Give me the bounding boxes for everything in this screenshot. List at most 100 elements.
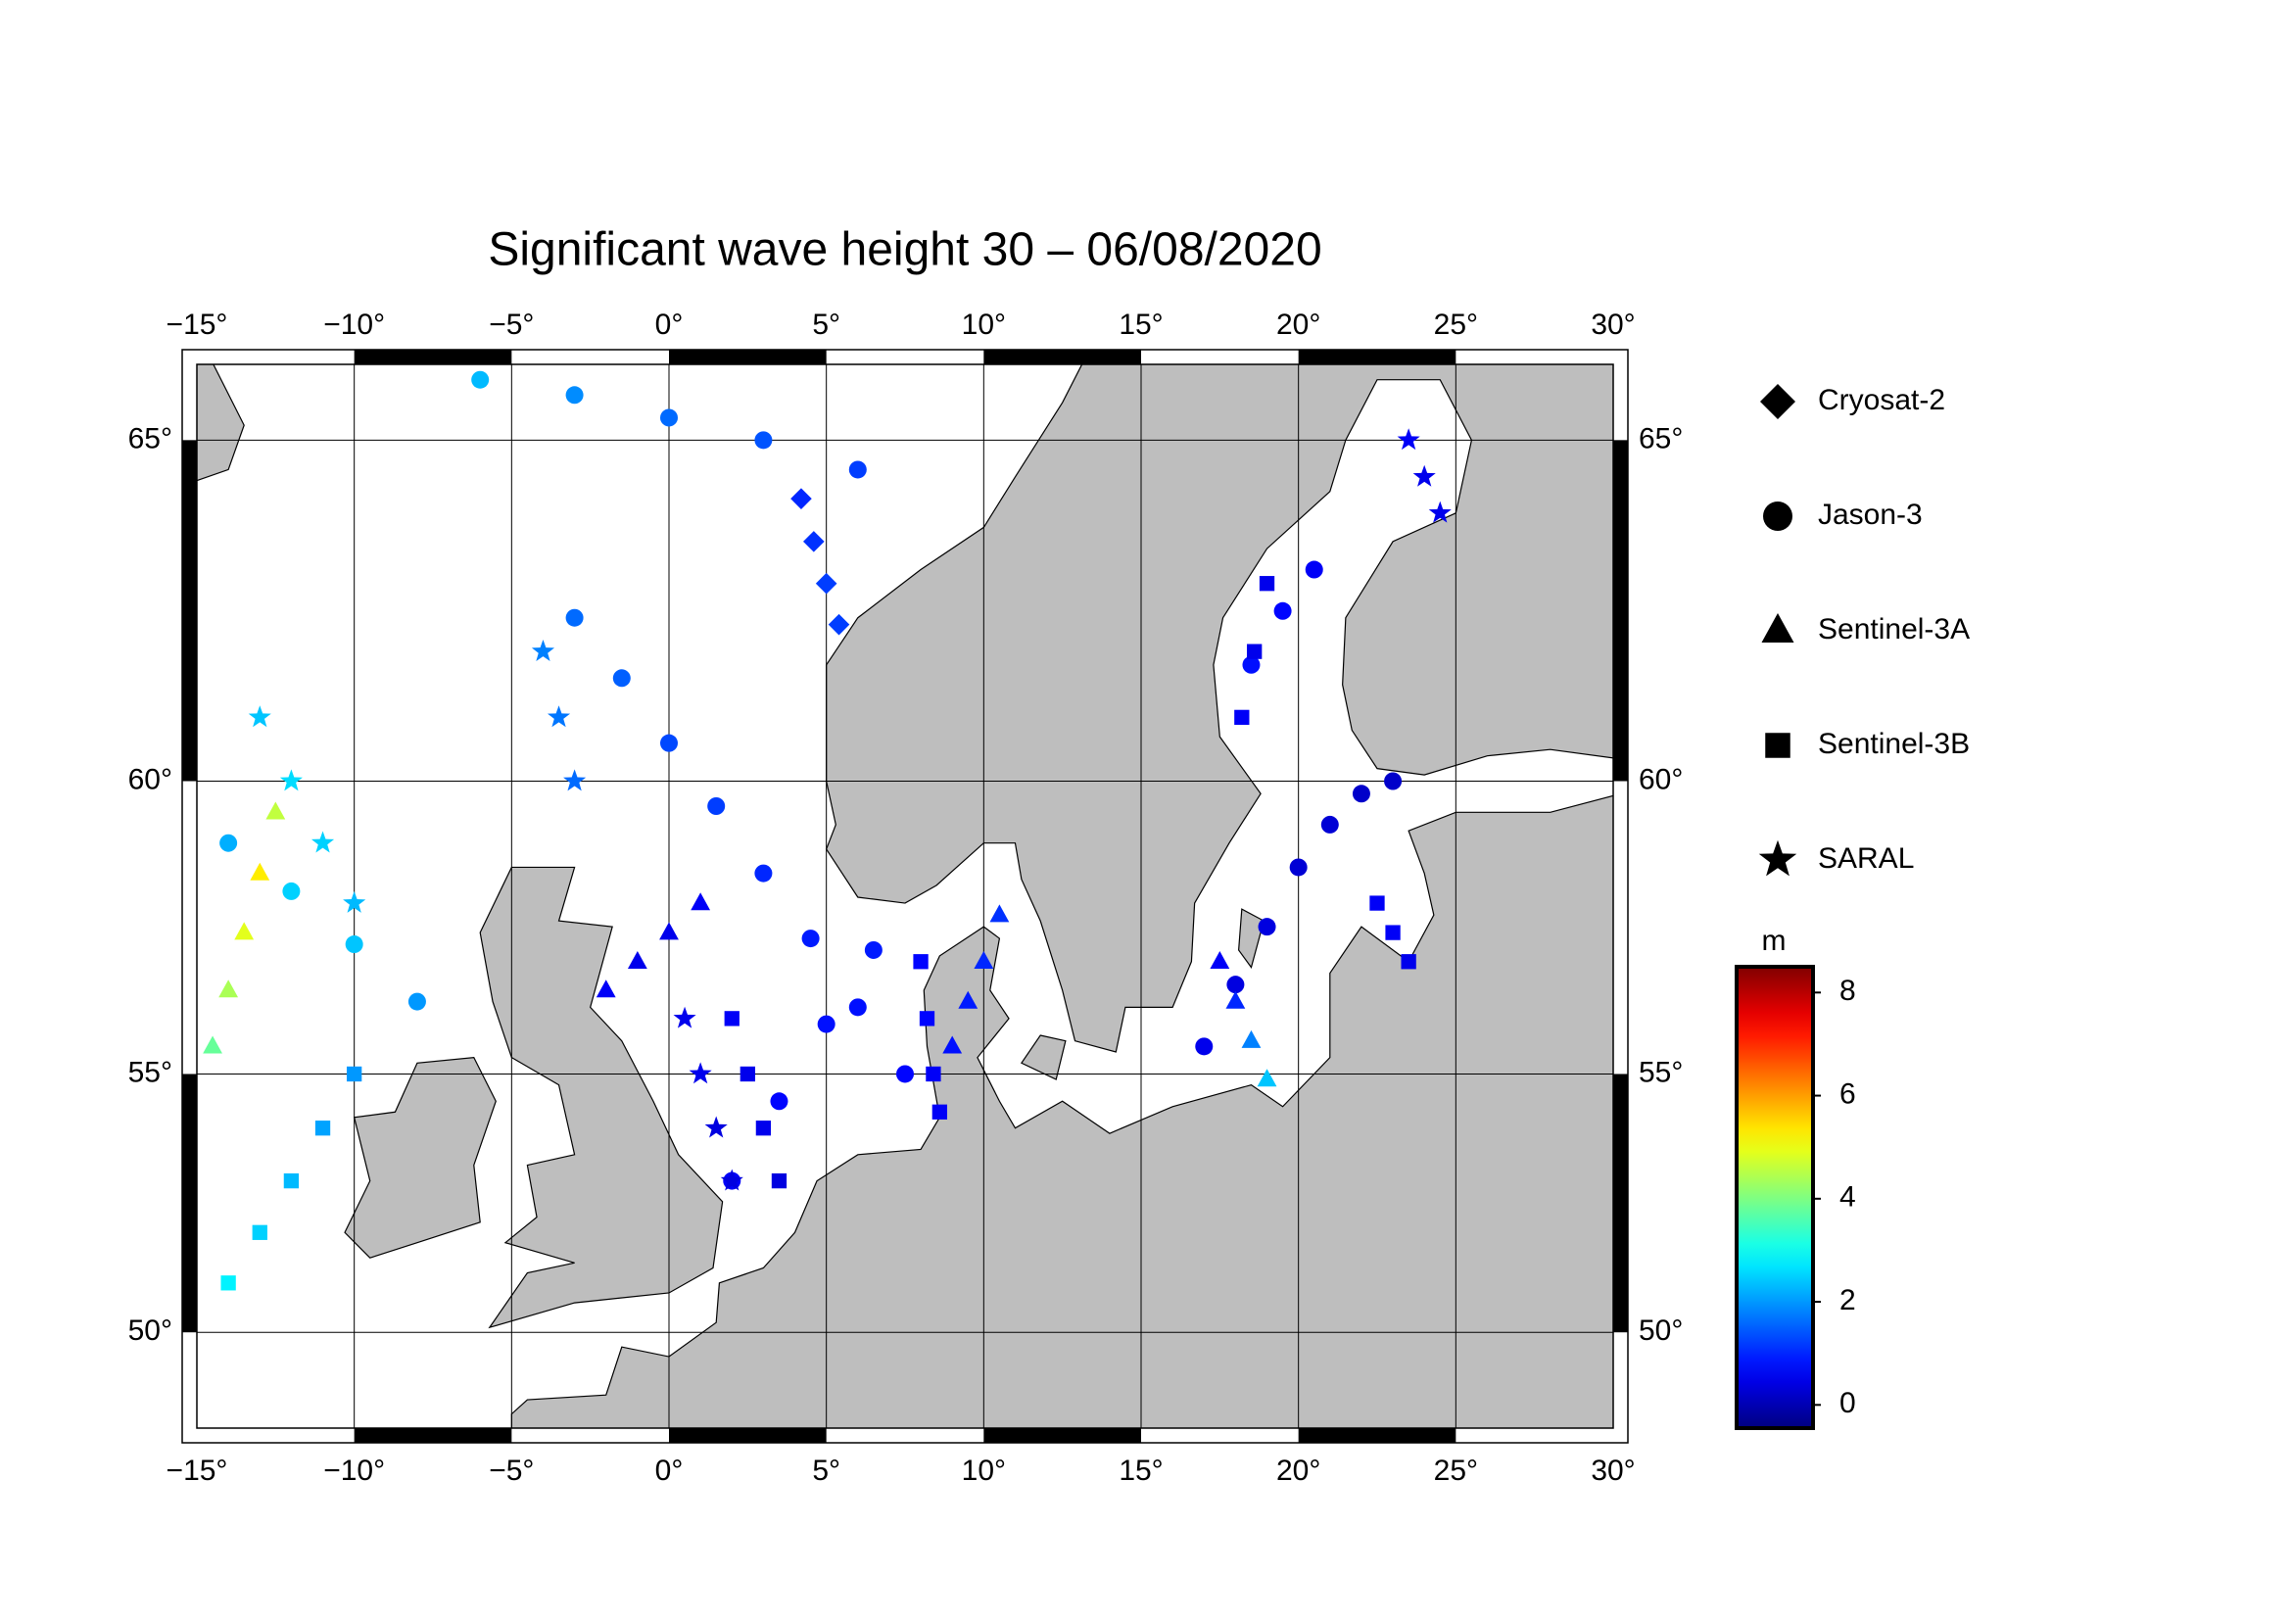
data-point [919, 1011, 935, 1027]
x-tick-label: 25° [1434, 309, 1478, 341]
frame-band [1298, 350, 1456, 364]
data-point [771, 1172, 788, 1189]
data-point [563, 769, 587, 791]
data-point [252, 1224, 267, 1240]
y-tick-label: 60° [128, 763, 172, 795]
frame-band [983, 350, 1141, 364]
legend-label: Sentinel-3A [1818, 613, 1970, 645]
data-point [755, 1121, 772, 1136]
data-point [1397, 428, 1420, 451]
frame [196, 363, 1614, 1429]
frame-band [354, 350, 512, 364]
data-point [250, 862, 270, 881]
data-point [896, 1065, 914, 1083]
data-point [203, 1035, 222, 1054]
legend-marker [1758, 839, 1797, 877]
data-point [659, 922, 679, 940]
x-tick-label: 0° [655, 309, 684, 341]
data-point [219, 834, 238, 852]
data-point [218, 979, 239, 998]
data-point [1242, 655, 1261, 674]
data-point [347, 1066, 362, 1082]
data-point [1385, 925, 1401, 940]
data-point [720, 1169, 743, 1191]
frame-band [1613, 440, 1628, 782]
y-tick-label: 55° [128, 1056, 172, 1088]
frame-band [1298, 1428, 1456, 1443]
data-point [754, 864, 773, 883]
data-point [942, 1035, 963, 1054]
data-point [926, 1066, 941, 1082]
data-point [547, 705, 571, 728]
data-point [707, 797, 726, 816]
data-point [660, 408, 678, 427]
data-point [1225, 990, 1246, 1009]
chart-title: Significant wave height 30 – 06/08/2020 [488, 224, 1321, 276]
data-point [471, 370, 490, 389]
data-point [234, 922, 255, 940]
data-point [1352, 785, 1370, 803]
data-point [1412, 464, 1436, 487]
y-tick-label: 65° [128, 422, 172, 454]
data-point [248, 705, 271, 728]
colorbar-tick-label: 2 [1839, 1284, 1856, 1316]
data-point [1428, 501, 1452, 523]
frame-band [983, 1428, 1141, 1443]
data-point [754, 431, 773, 450]
x-tick-label: 20° [1276, 309, 1320, 341]
frame-band [354, 1428, 512, 1443]
data-point [770, 1092, 788, 1111]
data-point [1247, 644, 1263, 659]
legend-label: SARAL [1818, 842, 1914, 875]
data-point [790, 488, 812, 509]
data-point [1289, 858, 1308, 877]
data-point [1320, 815, 1339, 834]
land [1020, 1034, 1067, 1080]
data-point [1401, 954, 1416, 970]
data-point [627, 950, 647, 969]
x-tick-label: −15° [167, 309, 228, 341]
data-point [1226, 976, 1245, 994]
x-tick-label: 25° [1434, 1455, 1478, 1487]
y-tick-label: 50° [128, 1314, 172, 1347]
frame-band [669, 1428, 827, 1443]
data-point [407, 992, 426, 1011]
x-tick-label: 30° [1591, 1455, 1635, 1487]
data-point [1384, 772, 1403, 790]
land [825, 364, 1613, 1053]
data-point [673, 1006, 696, 1028]
x-tick-label: 10° [962, 309, 1006, 341]
data-point [815, 572, 837, 595]
x-tick-label: 30° [1591, 309, 1635, 341]
colorbar-tick-label: 4 [1839, 1181, 1856, 1214]
legend-marker [1763, 502, 1792, 531]
data-point [220, 1275, 236, 1291]
data-point [283, 1172, 300, 1189]
data-point [282, 882, 301, 900]
data-point [801, 930, 820, 948]
data-point [1305, 560, 1323, 579]
legend-marker [1765, 733, 1790, 758]
frame [181, 349, 1629, 1444]
data-point [612, 669, 631, 688]
data-point [740, 1066, 755, 1082]
x-tick-label: 0° [655, 1455, 684, 1487]
data-point [1258, 918, 1276, 936]
data-point [1195, 1037, 1214, 1056]
data-point [345, 935, 363, 954]
colorbar-tick-label: 6 [1839, 1077, 1856, 1110]
legend-label: Cryosat-2 [1818, 384, 1945, 416]
data-point [660, 734, 678, 752]
y-tick-label: 55° [1639, 1056, 1683, 1088]
land [344, 1057, 497, 1259]
x-tick-label: 10° [962, 1455, 1006, 1487]
data-point [1273, 601, 1292, 620]
data-point [848, 460, 867, 479]
legend-label: Sentinel-3B [1818, 728, 1970, 760]
legend-label: Jason-3 [1818, 499, 1923, 531]
map-layer [197, 364, 1613, 1428]
colorbar-label: m [1762, 925, 1787, 957]
legend-marker [1760, 384, 1795, 419]
y-tick-label: 60° [1639, 763, 1683, 795]
